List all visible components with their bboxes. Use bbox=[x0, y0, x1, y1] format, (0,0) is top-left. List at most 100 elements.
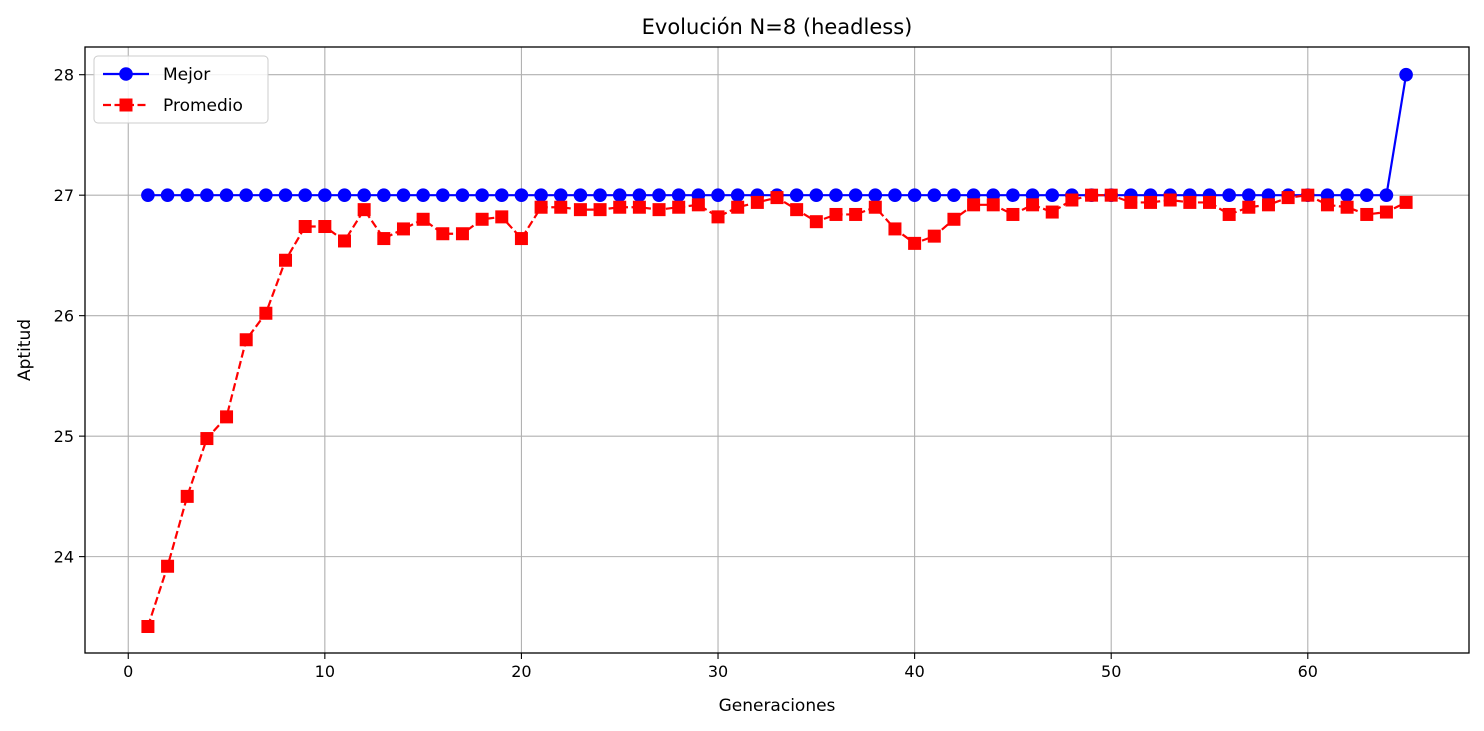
y-tick-label: 24 bbox=[54, 548, 74, 567]
data-point-promedio bbox=[495, 210, 509, 224]
plot-area-frame bbox=[84, 46, 1470, 654]
data-point-mejor bbox=[534, 188, 548, 202]
data-point-mejor bbox=[671, 188, 686, 202]
data-point-promedio bbox=[180, 489, 194, 503]
legend-label-promedio: Promedio bbox=[163, 96, 243, 116]
legend-label-mejor: Mejor bbox=[163, 65, 210, 85]
data-point-mejor bbox=[475, 188, 489, 202]
data-point-mejor bbox=[396, 188, 411, 202]
data-point-promedio bbox=[1006, 207, 1020, 221]
data-point-mejor bbox=[573, 188, 588, 202]
data-point-promedio bbox=[377, 232, 391, 246]
data-point-promedio bbox=[1222, 207, 1236, 221]
y-tick-label: 25 bbox=[54, 427, 74, 446]
data-point-mejor bbox=[632, 188, 647, 202]
data-point-mejor bbox=[435, 188, 450, 202]
legend-marker-promedio bbox=[119, 98, 133, 112]
data-point-promedio bbox=[200, 432, 214, 446]
x-tick-label: 50 bbox=[1101, 662, 1121, 681]
data-point-promedio bbox=[1045, 205, 1059, 219]
data-point-mejor bbox=[259, 188, 273, 202]
data-point-promedio bbox=[731, 200, 745, 214]
data-point-promedio bbox=[770, 191, 784, 205]
data-point-promedio bbox=[239, 333, 253, 347]
data-point-promedio bbox=[809, 215, 823, 229]
data-point-mejor bbox=[1379, 188, 1394, 202]
data-point-promedio bbox=[1144, 195, 1158, 209]
data-point-mejor bbox=[377, 188, 391, 202]
data-point-promedio bbox=[790, 203, 804, 217]
data-point-promedio bbox=[475, 212, 489, 226]
data-point-mejor bbox=[278, 188, 293, 202]
data-point-mejor bbox=[318, 188, 332, 202]
x-tick-label: 20 bbox=[511, 662, 531, 681]
data-point-mejor bbox=[829, 188, 843, 202]
data-point-promedio bbox=[593, 203, 607, 217]
data-point-mejor bbox=[1222, 188, 1236, 202]
data-point-promedio bbox=[573, 203, 587, 217]
data-point-promedio bbox=[1261, 198, 1275, 212]
data-point-mejor bbox=[789, 188, 804, 202]
series-promedio bbox=[141, 188, 1413, 633]
data-point-mejor bbox=[141, 188, 155, 202]
data-point-mejor bbox=[652, 188, 666, 202]
legend-box bbox=[93, 55, 269, 124]
data-point-mejor bbox=[239, 188, 254, 202]
data-point-promedio bbox=[1183, 195, 1197, 209]
data-point-mejor bbox=[907, 188, 922, 202]
y-tick-label: 26 bbox=[54, 307, 74, 326]
data-point-promedio bbox=[1320, 198, 1334, 212]
data-point-mejor bbox=[357, 188, 371, 202]
data-point-promedio bbox=[829, 207, 843, 221]
data-point-promedio bbox=[652, 203, 666, 217]
data-point-mejor bbox=[494, 188, 509, 202]
data-point-promedio bbox=[967, 198, 981, 212]
data-point-promedio bbox=[750, 195, 764, 209]
data-point-promedio bbox=[1203, 195, 1216, 209]
data-point-promedio bbox=[298, 220, 312, 234]
data-point-mejor bbox=[730, 188, 745, 202]
data-point-promedio bbox=[514, 232, 528, 246]
legend-marker-mejor bbox=[119, 67, 133, 81]
data-point-mejor bbox=[1340, 188, 1354, 202]
data-point-promedio bbox=[632, 200, 646, 214]
data-point-promedio bbox=[1242, 200, 1256, 214]
data-point-mejor bbox=[200, 188, 214, 202]
data-point-promedio bbox=[1026, 198, 1040, 212]
data-point-promedio bbox=[1281, 191, 1295, 205]
data-point-promedio bbox=[259, 306, 273, 320]
data-point-mejor bbox=[947, 188, 961, 202]
data-point-promedio bbox=[1085, 188, 1099, 202]
data-point-mejor bbox=[553, 188, 568, 202]
x-tick-label: 0 bbox=[123, 662, 133, 681]
plot-series bbox=[141, 67, 1413, 633]
data-point-promedio bbox=[927, 229, 941, 243]
data-point-mejor bbox=[219, 188, 234, 202]
data-point-mejor bbox=[1045, 188, 1060, 202]
data-point-mejor bbox=[1359, 188, 1374, 202]
chart-title: Evolución N=8 (headless) bbox=[642, 15, 913, 39]
data-point-mejor bbox=[416, 188, 430, 202]
data-point-promedio bbox=[1360, 207, 1374, 221]
data-point-promedio bbox=[161, 559, 175, 573]
data-point-promedio bbox=[416, 212, 430, 226]
data-point-promedio bbox=[279, 253, 293, 267]
data-point-promedio bbox=[1399, 195, 1413, 209]
chart-legend: Mejor Promedio bbox=[93, 55, 269, 124]
data-point-mejor bbox=[612, 188, 627, 202]
data-point-promedio bbox=[888, 222, 902, 236]
data-point-mejor bbox=[593, 188, 607, 202]
data-point-promedio bbox=[849, 207, 863, 221]
data-point-mejor bbox=[180, 188, 195, 202]
y-axis-title: Aptitud bbox=[15, 319, 35, 381]
data-point-promedio bbox=[1163, 193, 1177, 207]
data-point-promedio bbox=[947, 212, 961, 226]
x-tick-label: 10 bbox=[315, 662, 335, 681]
data-point-mejor bbox=[1006, 188, 1020, 202]
data-point-mejor bbox=[337, 188, 352, 202]
data-point-promedio bbox=[554, 200, 568, 214]
data-point-mejor bbox=[298, 188, 312, 202]
x-tick-label: 30 bbox=[708, 662, 728, 681]
data-point-promedio bbox=[986, 198, 1000, 212]
